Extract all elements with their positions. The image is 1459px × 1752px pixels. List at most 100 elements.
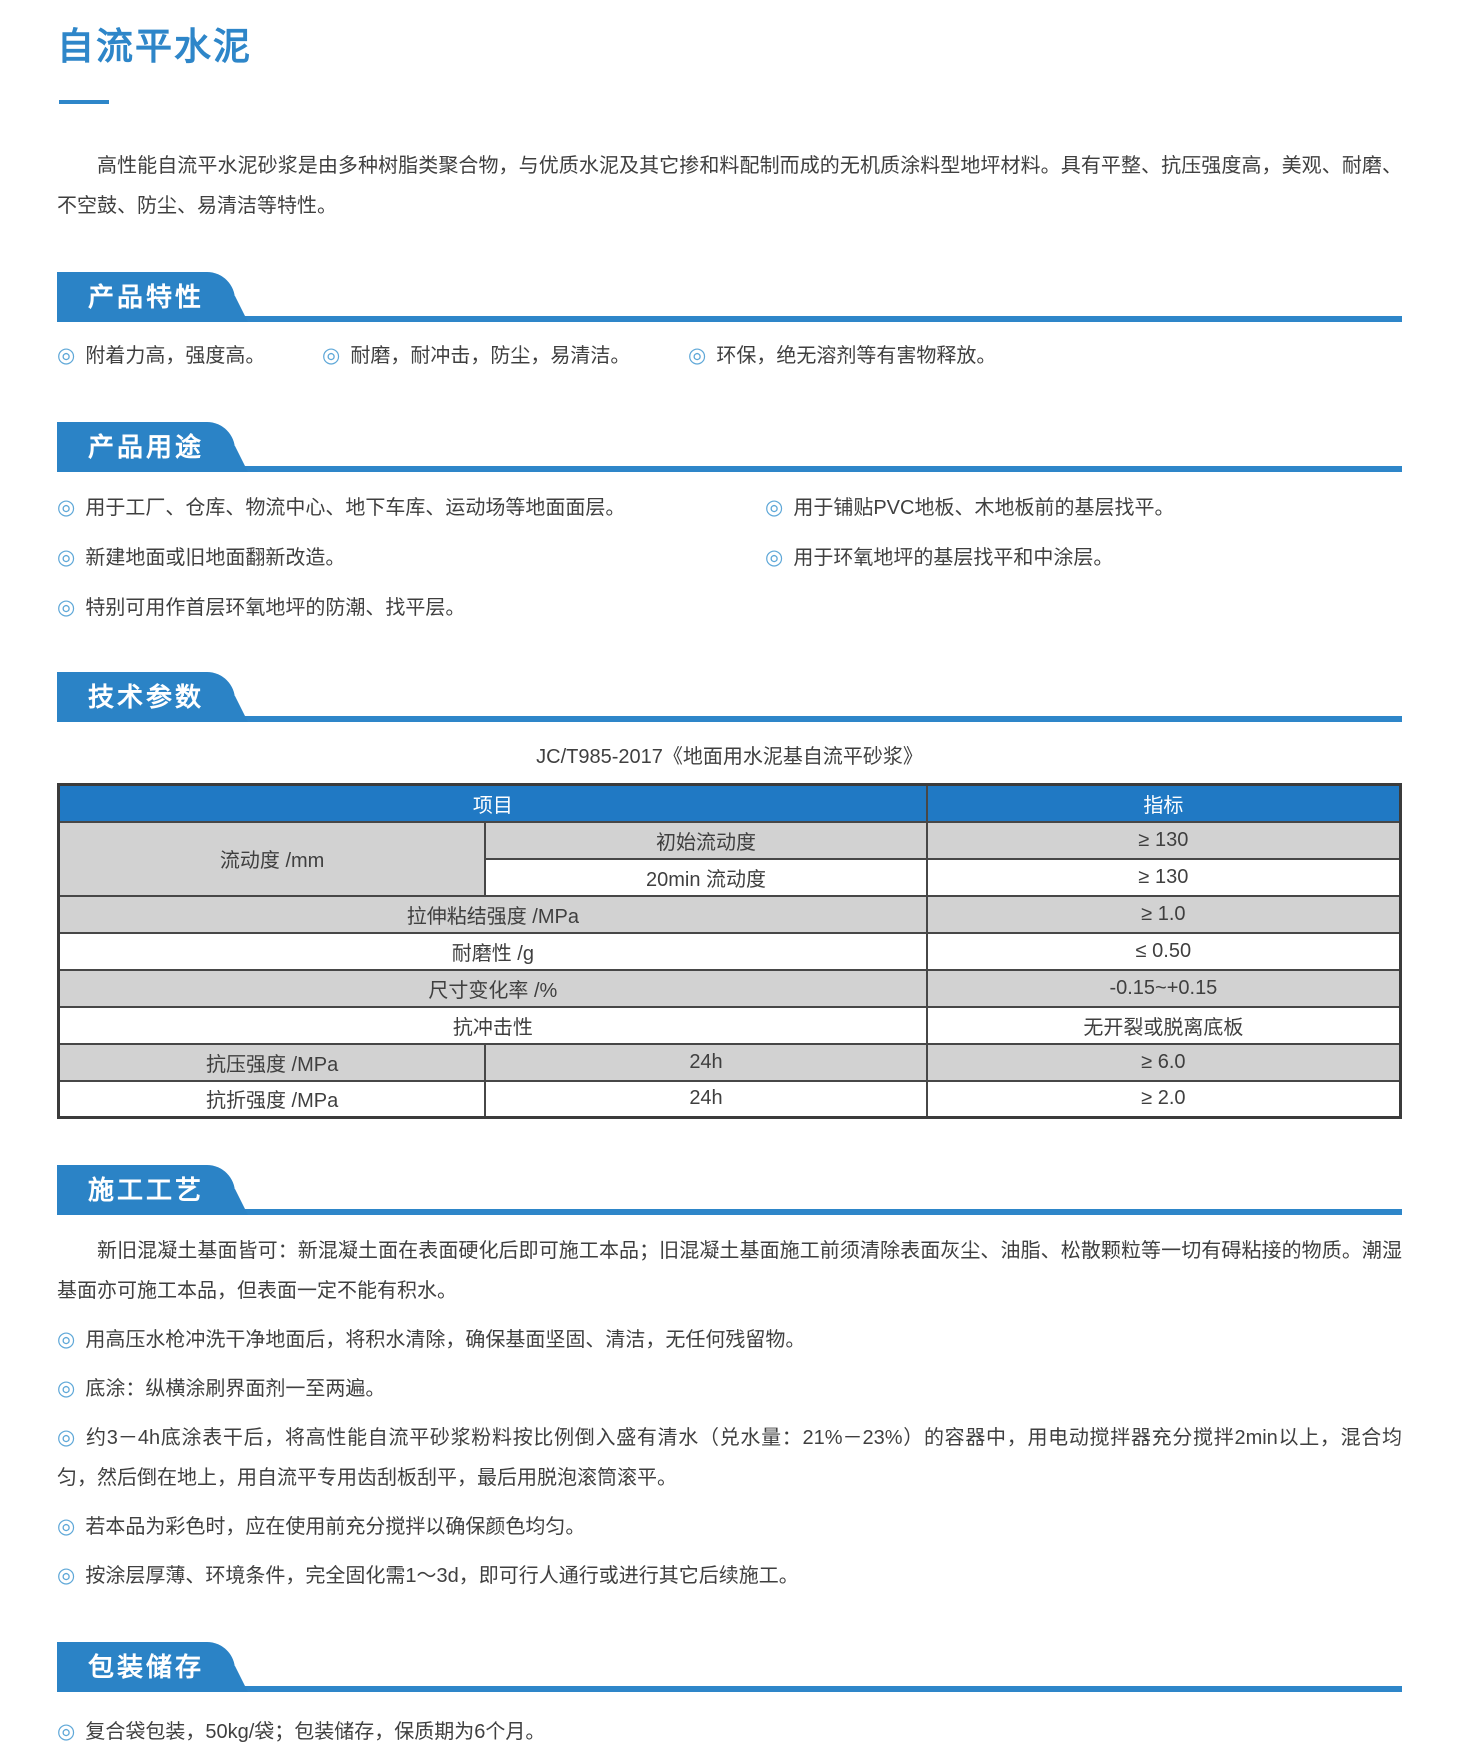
double-circle-bullet-icon: ◎ [57, 1515, 76, 1538]
packaging-section: 包装储存 ◎ 复合袋包装，50kg/袋；包装储存，保质期为6个月。 [57, 1642, 1402, 1752]
section-underline [57, 466, 1402, 472]
table-cell: ≥ 2.0 [925, 1079, 1402, 1119]
table-row: 尺寸变化率 /% -0.15~+0.15 [57, 968, 1402, 1008]
title-underline [59, 100, 109, 104]
table-row: 抗压强度 /MPa 24h ≥ 6.0 [57, 1042, 1402, 1082]
table-cell: 抗压强度 /MPa [57, 1042, 487, 1082]
packaging-section-title: 包装储存 [87, 1651, 204, 1682]
list-item-text: 耐磨，耐冲击，防尘，易清洁。 [350, 345, 631, 367]
features-section-header: 产品特性 [57, 272, 1402, 322]
spec-table-caption: JC/T985-2017《地面用水泥基自流平砂浆》 [536, 746, 923, 768]
page-title: 自流平水泥 [57, 26, 252, 67]
column-header-item: 项目 [57, 783, 928, 823]
section-underline [57, 1209, 1402, 1215]
process-list: ◎ 用高压水枪冲洗干净地面后，将积水清除，确保基面坚固、清洁，无任何残留物。 ◎ 底… [57, 1320, 1402, 1596]
table-row: 流动度 /mm 初始流动度 ≥ 130 [57, 820, 1402, 897]
intro-paragraph: 高性能自流平水泥砂浆是由多种树脂类聚合物，与优质水泥及其它掺和料配制而成的无机质… [57, 155, 1402, 217]
double-circle-bullet-icon: ◎ [57, 1564, 76, 1587]
list-item: ◎ 附着力高，强度高。 [57, 336, 322, 376]
double-circle-bullet-icon: ◎ [688, 344, 707, 367]
section-badge: 包装储存 [57, 1642, 248, 1692]
table-header-row: 项目 指标 [57, 783, 1402, 823]
table-cell: -0.15~+0.15 [925, 968, 1402, 1008]
list-item: ◎ 底涂：纵横涂刷界面剂一至两遍。 [57, 1369, 1402, 1409]
double-circle-bullet-icon: ◎ [57, 1328, 76, 1351]
section-underline [57, 316, 1402, 322]
table-row: 耐磨性 /g ≤ 0.50 [57, 931, 1402, 971]
table-cell: 拉伸粘结强度 /MPa [57, 894, 928, 934]
table-cell: 24h [484, 1042, 928, 1082]
table-cell: ≥ 1.0 [925, 894, 1402, 934]
list-item: ◎ 新建地面或旧地面翻新改造。 [57, 540, 765, 576]
list-item-text: 新建地面或旧地面翻新改造。 [85, 547, 346, 569]
list-item-text: 用高压水枪冲洗干净地面后，将积水清除，确保基面坚固、清洁，无任何残留物。 [85, 1329, 806, 1351]
section-underline [57, 1686, 1402, 1692]
section-badge: 技术参数 [57, 672, 248, 722]
double-circle-bullet-icon: ◎ [57, 1426, 77, 1449]
double-circle-bullet-icon: ◎ [765, 496, 784, 519]
table-cell: 抗冲击性 [57, 1005, 928, 1045]
table-cell: ≥ 130 [925, 857, 1402, 897]
column-header-index: 指标 [925, 783, 1402, 823]
table-cell: 20min 流动度 [484, 857, 928, 897]
list-item-text: 附着力高，强度高。 [85, 345, 266, 367]
list-item: ◎ 用于铺贴PVC地板、木地板前的基层找平。 [765, 490, 1402, 526]
table-cell: 无开裂或脱离底板 [925, 1005, 1402, 1045]
table-cell: 流动度 /mm [57, 820, 487, 897]
table-row: 拉伸粘结强度 /MPa ≥ 1.0 [57, 894, 1402, 934]
uses-section-header: 产品用途 [57, 422, 1402, 472]
list-item-text: 用于铺贴PVC地板、木地板前的基层找平。 [793, 497, 1175, 519]
table-cell: 耐磨性 /g [57, 931, 928, 971]
list-item: ◎ 用高压水枪冲洗干净地面后，将积水清除，确保基面坚固、清洁，无任何残留物。 [57, 1320, 1402, 1360]
double-circle-bullet-icon: ◎ [57, 496, 76, 519]
list-item: ◎ 耐磨，耐冲击，防尘，易清洁。 [322, 336, 688, 376]
uses-section: 产品用途 ◎ 用于工厂、仓库、物流中心、地下车库、运动场等地面面层。 ◎ 新建地面或… [57, 422, 1402, 626]
double-circle-bullet-icon: ◎ [57, 1720, 76, 1743]
list-item-text: 底涂：纵横涂刷界面剂一至两遍。 [85, 1378, 386, 1400]
table-cell: 抗折强度 /MPa [57, 1079, 487, 1119]
double-circle-bullet-icon: ◎ [322, 344, 341, 367]
process-section-header: 施工工艺 [57, 1165, 1402, 1215]
features-section: 产品特性 ◎ 附着力高，强度高。 ◎ 耐磨，耐冲击，防尘，易清洁。 ◎ 环保，绝无溶剂… [57, 272, 1402, 376]
process-section-title: 施工工艺 [87, 1174, 204, 1205]
process-paragraph: 新旧混凝土基面皆可：新混凝土面在表面硬化后即可施工本品；旧混凝土基面施工前须清除… [57, 1240, 1402, 1302]
list-item: ◎ 用于工厂、仓库、物流中心、地下车库、运动场等地面面层。 [57, 490, 765, 526]
list-item-text: 若本品为彩色时，应在使用前充分搅拌以确保颜色均匀。 [85, 1516, 586, 1538]
section-badge: 产品特性 [57, 272, 248, 322]
table-cell: ≤ 0.50 [925, 931, 1402, 971]
features-list: ◎ 附着力高，强度高。 ◎ 耐磨，耐冲击，防尘，易清洁。 ◎ 环保，绝无溶剂等有害物释… [57, 336, 1402, 376]
uses-list-left-column: ◎ 用于工厂、仓库、物流中心、地下车库、运动场等地面面层。 ◎ 新建地面或旧地面翻新… [57, 490, 765, 626]
list-item-text: 按涂层厚薄、环境条件，完全固化需1～3d，即可行人通行或进行其它后续施工。 [85, 1565, 799, 1587]
table-cell: ≥ 6.0 [925, 1042, 1402, 1082]
process-section: 施工工艺 新旧混凝土基面皆可：新混凝土面在表面硬化后即可施工本品；旧混凝土基面施… [57, 1165, 1402, 1596]
section-badge: 施工工艺 [57, 1165, 248, 1215]
uses-list-right-column: ◎ 用于铺贴PVC地板、木地板前的基层找平。 ◎ 用于环氧地坪的基层找平和中涂层。 [765, 490, 1402, 626]
double-circle-bullet-icon: ◎ [57, 546, 76, 569]
list-item-text: 环保，绝无溶剂等有害物释放。 [716, 345, 997, 367]
table-row: 抗折强度 /MPa 24h ≥ 2.0 [57, 1079, 1402, 1119]
features-section-title: 产品特性 [87, 281, 204, 312]
table-cell: 24h [484, 1079, 928, 1119]
list-item: ◎ 按涂层厚薄、环境条件，完全固化需1～3d，即可行人通行或进行其它后续施工。 [57, 1556, 1402, 1596]
list-item: ◎ 特别可用作首层环氧地坪的防潮、找平层。 [57, 590, 765, 626]
list-item-text: 特别可用作首层环氧地坪的防潮、找平层。 [85, 597, 466, 619]
list-item-text: 用于工厂、仓库、物流中心、地下车库、运动场等地面面层。 [85, 497, 626, 519]
section-badge: 产品用途 [57, 422, 248, 472]
double-circle-bullet-icon: ◎ [765, 546, 784, 569]
list-item-text: 约3－4h底涂表干后，将高性能自流平砂浆粉料按比例倒入盛有清水（兑水量：21%－… [57, 1427, 1402, 1489]
table-row: 抗冲击性 无开裂或脱离底板 [57, 1005, 1402, 1045]
double-circle-bullet-icon: ◎ [57, 596, 76, 619]
list-item: ◎ 环保，绝无溶剂等有害物释放。 [688, 336, 996, 376]
uses-section-title: 产品用途 [87, 431, 204, 462]
section-underline [57, 716, 1402, 722]
packaging-list: ◎ 复合袋包装，50kg/袋；包装储存，保质期为6个月。 [57, 1712, 1402, 1752]
uses-list: ◎ 用于工厂、仓库、物流中心、地下车库、运动场等地面面层。 ◎ 新建地面或旧地面翻新… [57, 490, 1402, 626]
specs-section-header: 技术参数 [57, 672, 1402, 722]
packaging-section-header: 包装储存 [57, 1642, 1402, 1692]
table-cell: 初始流动度 [484, 820, 928, 860]
table-row: 20min 流动度 ≥ 130 [59, 857, 1402, 897]
specs-section-title: 技术参数 [87, 681, 204, 712]
table-cell: 尺寸变化率 /% [57, 968, 928, 1008]
table-cell: ≥ 130 [925, 820, 1402, 860]
list-item: ◎ 若本品为彩色时，应在使用前充分搅拌以确保颜色均匀。 [57, 1507, 1402, 1547]
